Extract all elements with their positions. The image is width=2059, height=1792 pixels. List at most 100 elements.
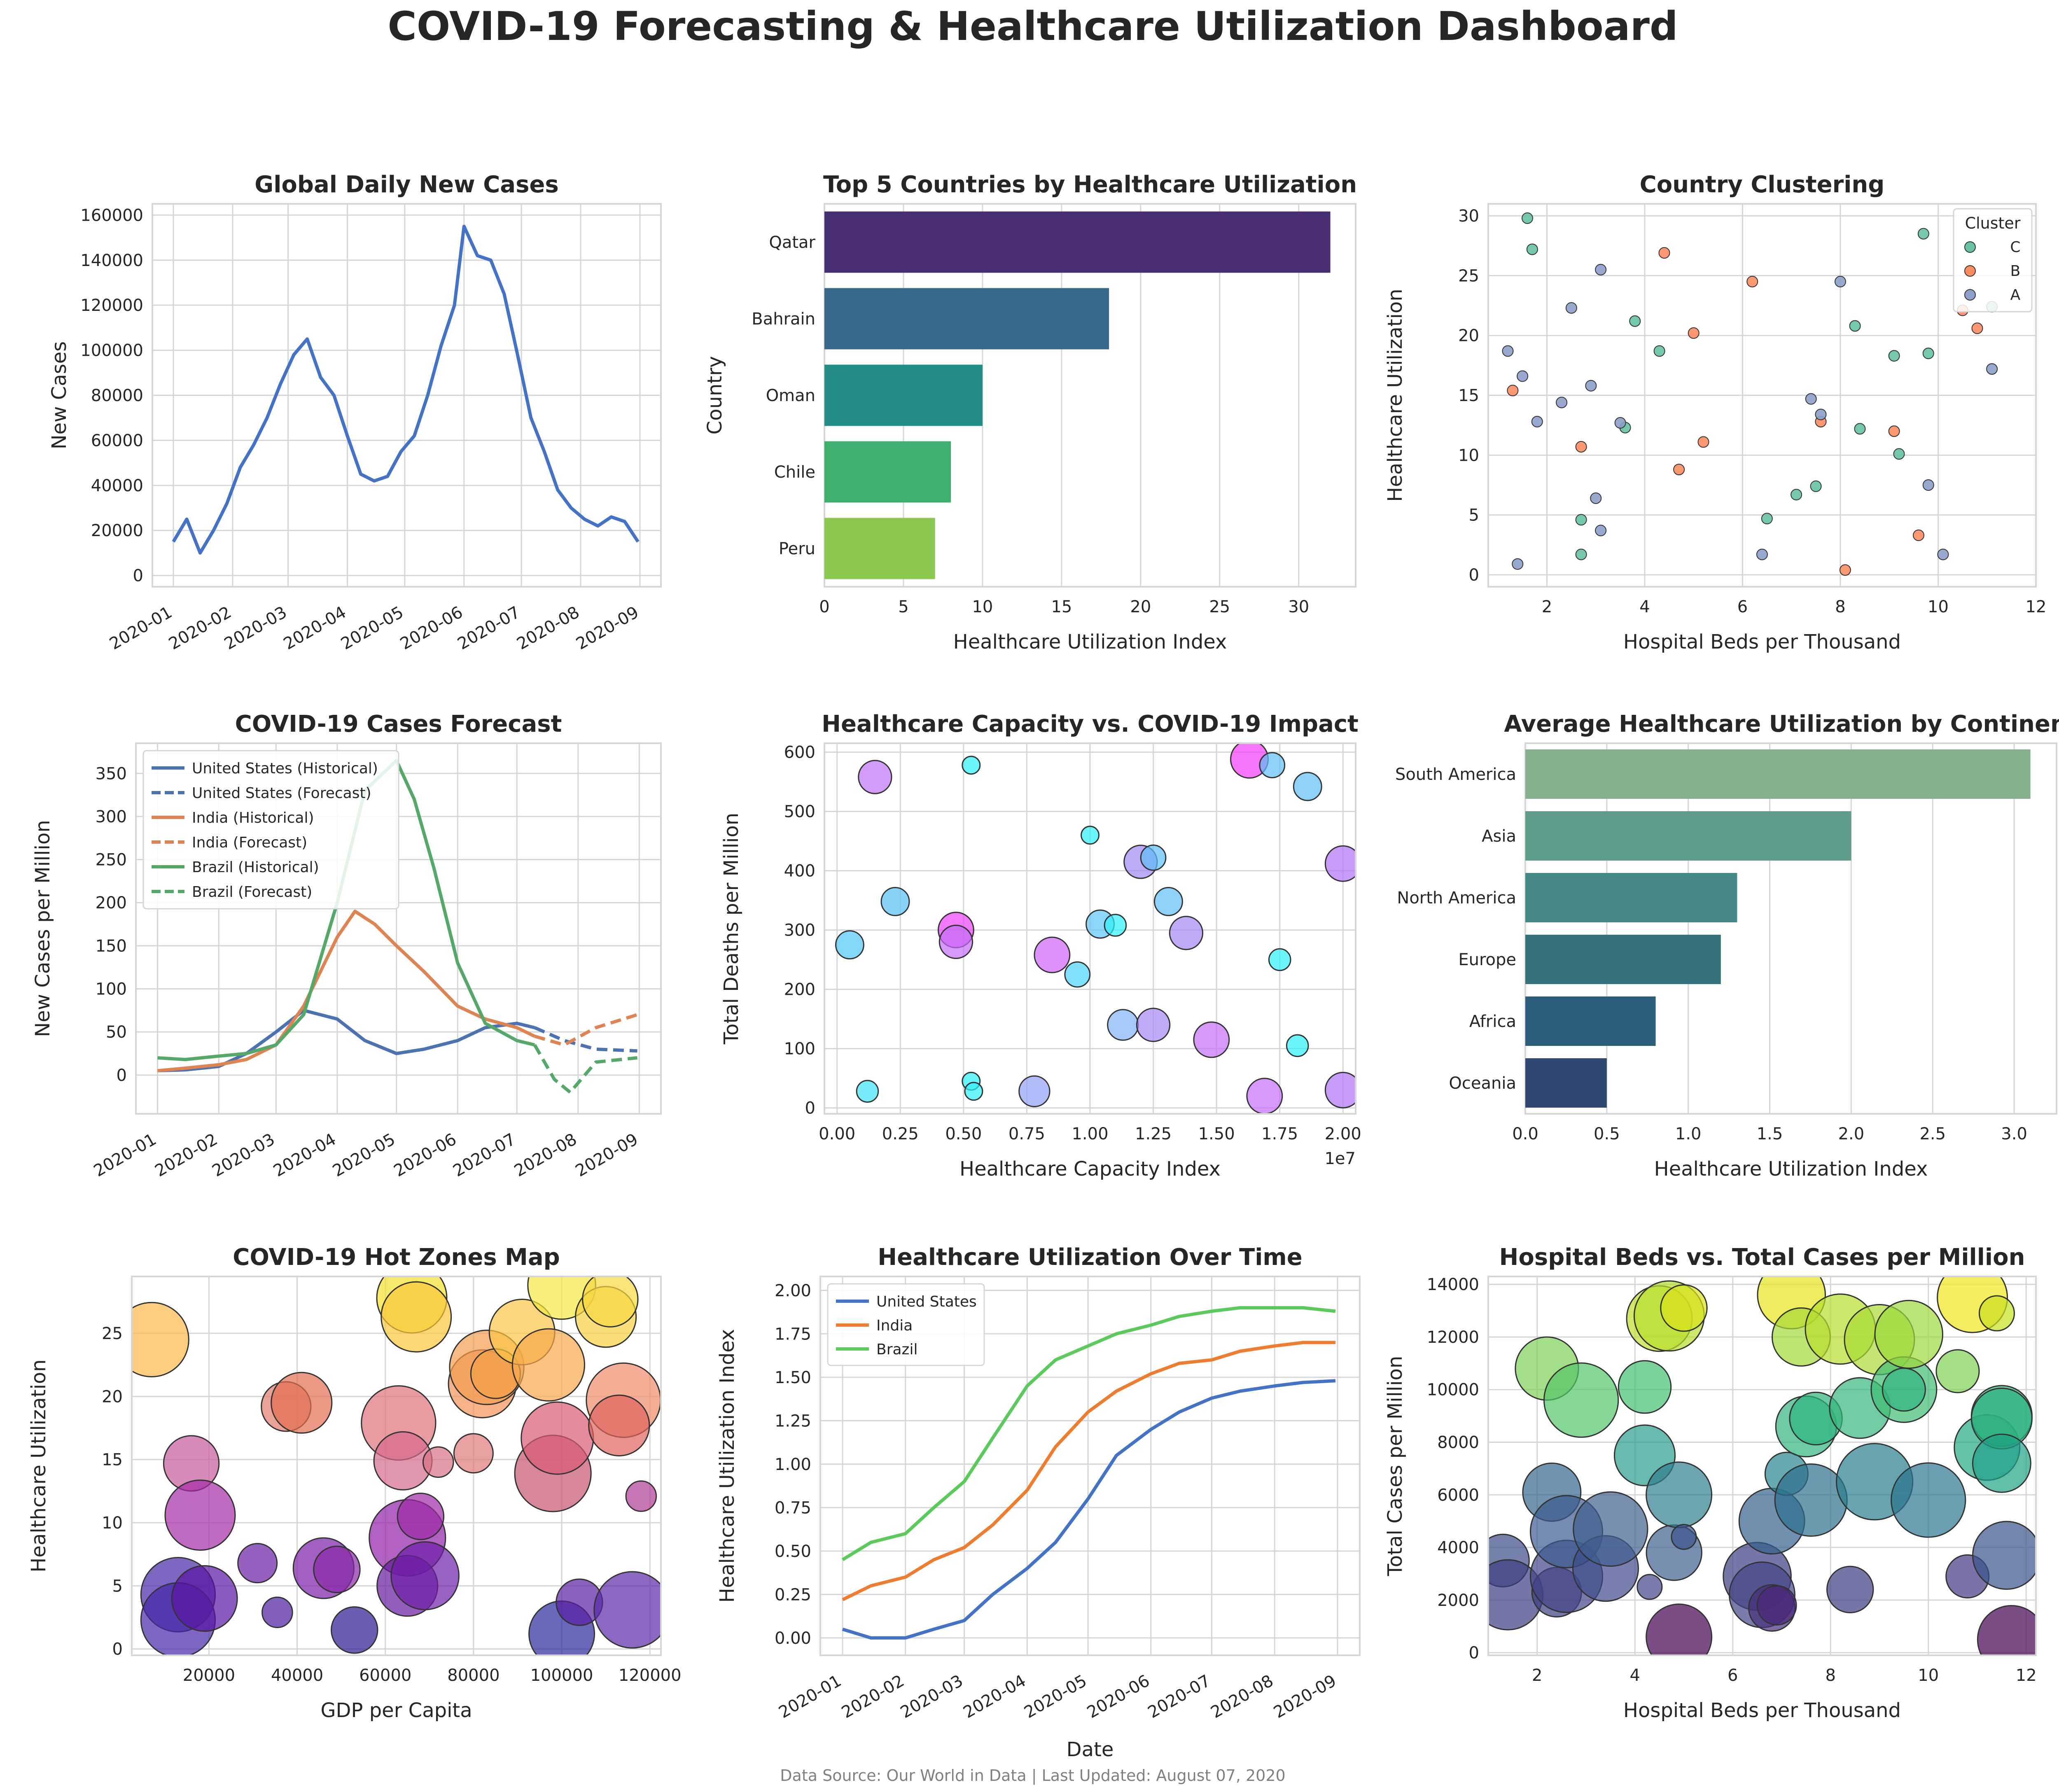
x-tick-label: 2020-07 [1145,1671,1214,1722]
bubble-point [237,1543,278,1584]
y-axis-label: Healthcare Utilization [27,1359,50,1572]
chart-hot-zones-map: COVID-19 Hot Zones Map GDP per Capita Heal… [27,1244,682,1722]
y-tick-label: 8000 [1437,1433,1479,1452]
bar-peru [824,518,935,579]
y-tick-label: 300 [784,921,815,940]
point-cluster-c [1922,348,1934,359]
legend-box [1953,208,2033,313]
point-cluster-b [1746,275,1758,287]
y-axis-label: Healthcare Utilization [1384,289,1407,502]
x-tick-label: 2020-09 [573,603,642,653]
x-tick-label: 2020-09 [572,1130,642,1181]
y-tick-label: 5 [1469,506,1479,525]
x-tick-label: 30 [1288,597,1309,616]
point-cluster-a [1595,264,1607,275]
y-tick-label: 350 [96,764,127,783]
bubble-point [511,1328,586,1402]
bubble-point [1018,1075,1051,1107]
bubble-point [1140,845,1167,871]
y-tick-label: 400 [784,862,815,881]
point-cluster-a [1937,548,1949,560]
x-tick-label: 1.0 [1675,1125,1702,1143]
chart-beds-vs-cases: Hospital Beds vs. Total Cases per Millio… [1384,1244,2037,1722]
chart-top5-countries: Top 5 Countries by Healthcare Utilizatio… [703,171,1357,653]
y-tick-label: 500 [784,803,815,821]
y-tick-label: 10 [102,1514,123,1533]
bubble-point [1573,1491,1648,1567]
x-tick-label: 2020-04 [960,1671,1030,1722]
bubble-point [1977,1605,2036,1655]
x-tick-label: 0 [819,597,829,616]
point-cluster-a [1556,397,1568,408]
x-tick-label: 3.0 [2001,1125,2027,1143]
y-axis-label: New Cases per Million [31,820,54,1037]
point-cluster-b [1507,385,1519,397]
bubble-point [835,930,864,960]
y-tick-label: Europe [1458,950,1516,969]
y-tick-label: 200 [784,980,815,999]
x-tick-label: 4 [1639,597,1650,616]
y-tick-label: Qatar [769,233,815,252]
x-tick-label: 2020-05 [1021,1671,1090,1722]
y-tick-label: 100 [96,980,127,999]
x-tick-label: 12 [2016,1666,2037,1685]
legend-label: Brazil (Historical) [192,859,319,876]
bar-qatar [824,211,1331,273]
point-cluster-c [1810,480,1822,492]
y-tick-label: 0.25 [775,1585,811,1604]
y-tick-label: 60000 [91,431,143,450]
x-tick-label: 20 [1130,597,1151,616]
bubble-point [1286,1034,1309,1057]
x-axis-label: Healthcare Capacity Index [959,1157,1221,1181]
x-tick-label: 10 [972,597,993,616]
point-cluster-b [1697,436,1709,448]
bubble-point [1671,1524,1697,1550]
bubble-point [521,1401,594,1475]
y-tick-label: 0 [133,567,143,586]
y-tick-label: Africa [1469,1012,1516,1031]
y-tick-label: 20000 [91,521,143,540]
y-tick-label: 20 [1458,327,1479,345]
plot-frame [819,1276,1361,1656]
x-tick-label: 120000 [619,1666,682,1685]
point-cluster-c [1791,489,1802,501]
legend-label: India [876,1317,913,1334]
plot-frame [131,1276,662,1656]
point-cluster-a [1815,408,1827,420]
y-tick-label: 140000 [80,251,143,270]
x-tick-label: 2020-04 [280,603,350,653]
y-tick-label: 0 [1469,1644,1479,1663]
x-tick-label: 2020-01 [91,1130,160,1181]
y-tick-label: Bahrain [752,310,815,329]
x-tick-label: 0.75 [1008,1125,1045,1143]
y-tick-label: 25 [102,1324,123,1343]
series-line-india [842,1341,1335,1601]
bar-chile [824,441,951,503]
legend-swatch [1964,265,1976,277]
bubble-point [962,756,981,775]
x-tick-label: 0.50 [945,1125,982,1143]
bubble-point [164,1479,236,1551]
legend-label: A [2010,287,2021,303]
point-cluster-b [1971,322,1983,334]
y-tick-label: 2000 [1437,1591,1479,1610]
point-cluster-c [1653,345,1665,357]
x-tick-label: 40000 [271,1666,323,1685]
y-tick-label: 600 [784,743,815,762]
series-line-brazil [842,1306,1336,1561]
y-tick-label: 300 [96,807,127,826]
y-tick-label: Oman [766,386,815,405]
x-tick-label: 2020-08 [1207,1671,1277,1722]
y-tick-label: 5 [112,1577,123,1596]
bubble-point [1034,936,1071,973]
legend-title: Cluster [1965,214,2021,232]
x-tick-label: 12 [2026,597,2047,616]
bubble-point [964,1082,983,1101]
legend-label: United States (Historical) [192,760,378,777]
point-cluster-b [1913,530,1924,541]
point-cluster-a [1585,380,1597,392]
y-tick-label: Oceania [1449,1074,1516,1093]
bubble-point [132,1302,189,1377]
series-line-united-states-historical- [157,1008,535,1073]
